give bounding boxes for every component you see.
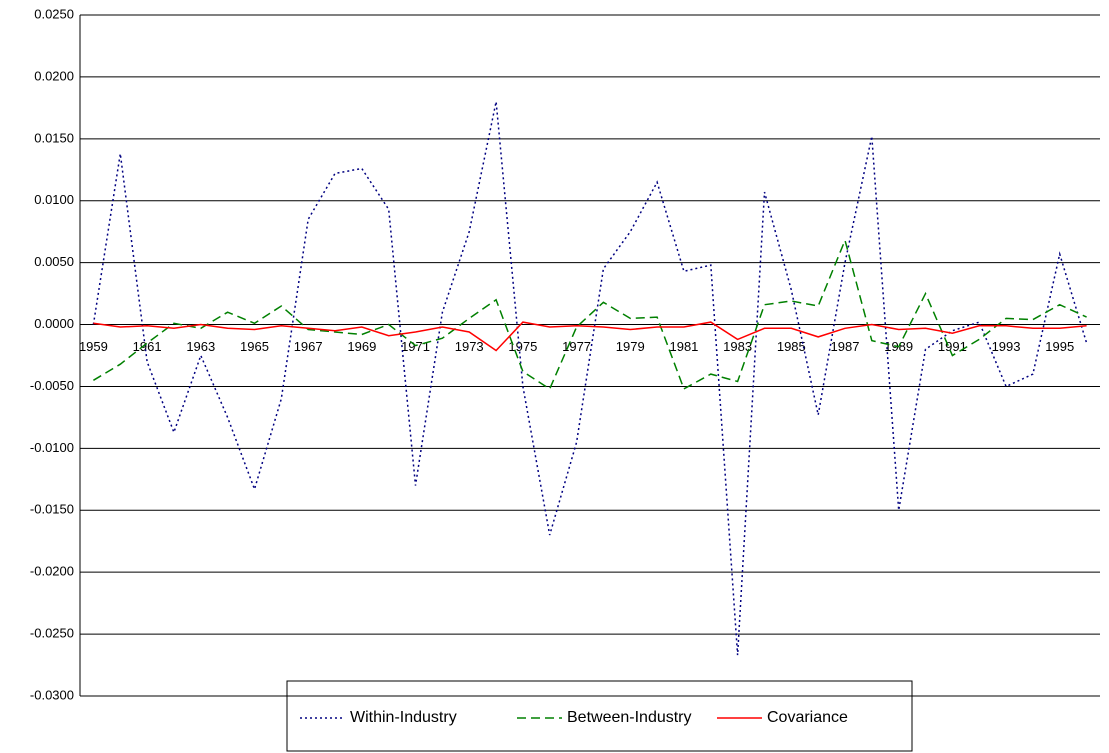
x-tick-label: 1965 (240, 339, 269, 354)
legend-box (286, 680, 913, 752)
series-line (92, 101, 1088, 656)
x-tick-label: 1969 (347, 339, 376, 354)
y-tick-label: 0.0000 (34, 316, 74, 331)
legend-label: Covariance (767, 709, 848, 726)
x-tick-label: 1979 (616, 339, 645, 354)
y-tick-label: -0.0050 (30, 378, 74, 393)
x-tick-label: 1987 (831, 339, 860, 354)
x-tick-label: 1963 (186, 339, 215, 354)
y-tick-label: 0.0250 (34, 6, 74, 21)
x-tick-label: 1993 (992, 339, 1021, 354)
series-line (93, 237, 1087, 391)
x-tick-label: 1961 (133, 339, 162, 354)
x-tick-label: 1959 (79, 339, 108, 354)
legend-label: Between-Industry (567, 709, 692, 726)
y-tick-label: 0.0050 (34, 254, 74, 269)
x-tick-label: 1973 (455, 339, 484, 354)
y-tick-label: 0.0100 (34, 192, 74, 207)
y-tick-label: -0.0200 (30, 564, 74, 579)
y-tick-label: -0.0300 (30, 687, 74, 702)
x-tick-label: 1967 (294, 339, 323, 354)
y-tick-label: -0.0100 (30, 440, 74, 455)
x-tick-label: 1977 (562, 339, 591, 354)
x-tick-label: 1981 (669, 339, 698, 354)
x-tick-label: 1991 (938, 339, 967, 354)
y-tick-label: -0.0150 (30, 502, 74, 517)
y-tick-label: -0.0250 (30, 626, 74, 641)
y-tick-label: 0.0200 (34, 68, 74, 83)
x-tick-label: 1971 (401, 339, 430, 354)
x-tick-label: 1983 (723, 339, 752, 354)
y-tick-label: 0.0150 (34, 130, 74, 145)
x-tick-label: 1995 (1045, 339, 1074, 354)
series-line (93, 321, 1087, 352)
x-tick-label: 1975 (508, 339, 537, 354)
legend-label: Within-Industry (350, 709, 457, 726)
x-tick-label: 1985 (777, 339, 806, 354)
